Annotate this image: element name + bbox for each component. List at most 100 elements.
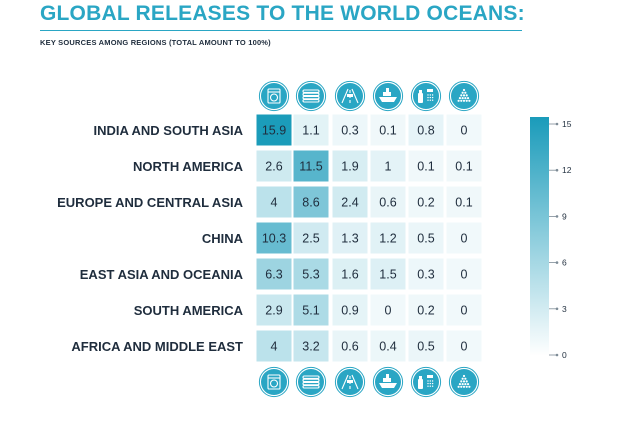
cell-value-label: 0.6 xyxy=(379,196,396,210)
heatmap-cell xyxy=(446,186,482,218)
cell-value-label: 0 xyxy=(461,268,468,282)
tire-icon xyxy=(295,80,327,112)
cell-value-label: 2.9 xyxy=(265,304,282,318)
heatmap-cell xyxy=(332,222,368,254)
plastic-pellets-icon xyxy=(448,366,480,398)
heatmap-cell xyxy=(332,294,368,326)
heatmap-cell xyxy=(256,258,292,290)
heatmap-cell xyxy=(408,222,444,254)
heatmap-row: EAST ASIA AND OCEANIA 6.3 5.3 1.6 1.5 0.3 0 xyxy=(80,258,482,290)
heatmap-cell xyxy=(446,294,482,326)
cell-value-label: 1 xyxy=(385,160,392,174)
cell-value-label: 0.9 xyxy=(341,304,358,318)
cell-value-label: 11.5 xyxy=(299,160,322,174)
heatmap-cell xyxy=(256,330,292,362)
personal-care-icon xyxy=(410,80,442,112)
cell-value-label: 10.3 xyxy=(262,232,286,246)
cell-value-label: 0.6 xyxy=(341,340,358,354)
washing-machine-icon xyxy=(258,80,290,112)
heatmap-cell xyxy=(256,222,292,254)
heatmap-cell xyxy=(370,114,406,146)
cell-value-label: 0.5 xyxy=(417,232,434,246)
cell-value-label: 0.8 xyxy=(417,124,434,138)
cell-value-label: 1.3 xyxy=(341,232,358,246)
heatmap-cell xyxy=(408,186,444,218)
cell-value-label: 2.5 xyxy=(302,232,319,246)
cell-value-label: 3.2 xyxy=(302,340,319,354)
cell-value-label: 0 xyxy=(461,232,468,246)
cell-value-label: 0 xyxy=(385,304,392,318)
cell-value-label: 4 xyxy=(271,196,278,210)
cell-value-label: 2.6 xyxy=(265,160,282,174)
cell-value-label: 5.3 xyxy=(302,268,319,282)
heatmap-cell xyxy=(446,150,482,182)
heatmap-cell xyxy=(256,186,292,218)
cell-value-label: 0.3 xyxy=(417,268,434,282)
cell-value-label: 0 xyxy=(461,124,468,138)
heatmap-cell xyxy=(332,330,368,362)
cell-value-label: 4 xyxy=(271,340,278,354)
heatmap-cell xyxy=(293,150,329,182)
chart-subtitle: KEY SOURCES AMONG REGIONS (TOTAL AMOUNT … xyxy=(40,38,271,47)
cell-value-label: 0 xyxy=(461,304,468,318)
washing-machine-icon xyxy=(258,366,290,398)
heatmap-cell xyxy=(293,222,329,254)
row-label: CHINA xyxy=(202,231,244,246)
heatmap-cell xyxy=(256,150,292,182)
scale-tick-label: 12 xyxy=(562,165,572,175)
road-icon xyxy=(334,80,366,112)
tire-icon xyxy=(295,366,327,398)
heatmap-cell xyxy=(332,186,368,218)
cell-value-label: 0.1 xyxy=(417,160,434,174)
row-label: INDIA AND SOUTH ASIA xyxy=(94,123,244,138)
cell-value-label: 1.1 xyxy=(302,124,319,138)
scale-tick-label: 9 xyxy=(562,211,567,221)
cell-value-label: 0.3 xyxy=(341,124,358,138)
heatmap-cell xyxy=(408,258,444,290)
heatmap-cell xyxy=(370,330,406,362)
heatmap-cell xyxy=(370,258,406,290)
column-icons-bottom xyxy=(258,366,480,398)
heatmap-row: AFRICA AND MIDDLE EAST 4 3.2 0.6 0.4 0.5 0 xyxy=(71,330,482,362)
heatmap-cell xyxy=(332,258,368,290)
heatmap-cell xyxy=(293,258,329,290)
column-icons-top xyxy=(258,80,480,112)
scale-tick-label: 0 xyxy=(562,350,567,360)
heatmap-row: INDIA AND SOUTH ASIA 15.9 1.1 0.3 0.1 0.8 0 xyxy=(94,114,482,146)
cell-value-label: 0.2 xyxy=(417,304,434,318)
cell-value-label: 6.3 xyxy=(265,268,282,282)
cell-value-label: 0 xyxy=(461,340,468,354)
heatmap-cell xyxy=(293,294,329,326)
heatmap-cell xyxy=(256,294,292,326)
cell-value-label: 1.6 xyxy=(341,268,358,282)
heatmap-row: CHINA 10.3 2.5 1.3 1.2 0.5 0 xyxy=(202,222,482,254)
scale-tick-label: 6 xyxy=(562,258,567,268)
row-label: AFRICA AND MIDDLE EAST xyxy=(71,339,243,354)
cell-value-label: 5.1 xyxy=(302,304,319,318)
heatmap-cell xyxy=(408,294,444,326)
cell-value-label: 8.6 xyxy=(302,196,319,210)
heatmap-cell xyxy=(446,222,482,254)
heatmap-cell xyxy=(446,114,482,146)
cell-value-label: 1.2 xyxy=(379,232,396,246)
color-scale-bar xyxy=(530,117,549,356)
chart-title: GLOBAL RELEASES TO THE WORLD OCEANS: xyxy=(40,2,525,25)
cell-value-label: 0.2 xyxy=(417,196,434,210)
cell-value-label: 1.9 xyxy=(341,160,358,174)
road-icon xyxy=(334,366,366,398)
cell-value-label: 0.1 xyxy=(379,124,396,138)
heatmap-cell xyxy=(408,114,444,146)
ship-icon xyxy=(372,366,404,398)
heatmap-cell xyxy=(408,330,444,362)
heatmap-cell xyxy=(293,186,329,218)
heatmap-cell xyxy=(332,150,368,182)
cell-value-label: 0.1 xyxy=(455,196,472,210)
cell-value-label: 1.5 xyxy=(379,268,396,282)
heatmap-cell xyxy=(370,294,406,326)
heatmap-cell xyxy=(370,150,406,182)
scale-tick-label: 3 xyxy=(562,304,567,314)
cell-value-label: 0.4 xyxy=(379,340,396,354)
scale-tick-label: 15 xyxy=(562,119,572,129)
ship-icon xyxy=(372,80,404,112)
